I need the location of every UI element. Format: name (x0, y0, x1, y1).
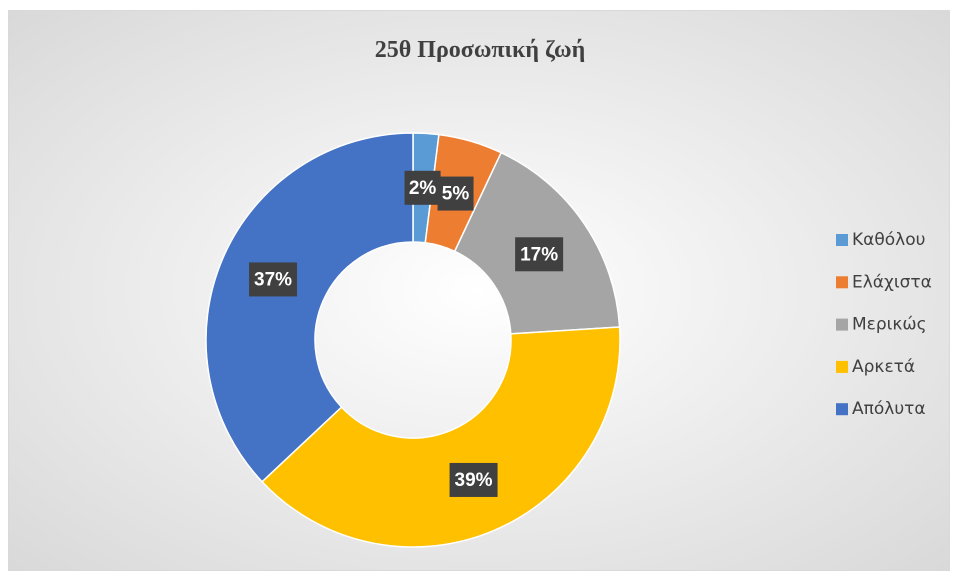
data-label: 5% (442, 184, 470, 205)
legend-swatch (836, 360, 848, 373)
legend-swatch (836, 318, 848, 331)
legend-label: Μερικώς (852, 315, 927, 335)
legend-label: Απόλυτα (852, 399, 926, 419)
data-label-box (437, 176, 474, 211)
data-label: 37% (254, 269, 292, 290)
donut-slice (205, 132, 414, 483)
donut-slice (261, 326, 621, 548)
legend-swatch (836, 403, 848, 416)
legend-label: Αρκετά (852, 357, 915, 377)
legend-label: Καθόλου (852, 230, 925, 250)
legend-swatch (836, 276, 848, 289)
chart-title: 25θ Προσωπική ζωή (375, 37, 585, 63)
data-label-box (515, 237, 564, 272)
legend-swatch (836, 234, 848, 246)
legend-label: Ελάχιστα (852, 272, 932, 292)
data-label: 17% (520, 244, 558, 265)
data-label-box (404, 170, 441, 205)
data-label: 39% (455, 470, 493, 491)
data-label-box (249, 262, 298, 297)
data-label-box (449, 462, 498, 497)
data-label: 2% (409, 178, 437, 199)
